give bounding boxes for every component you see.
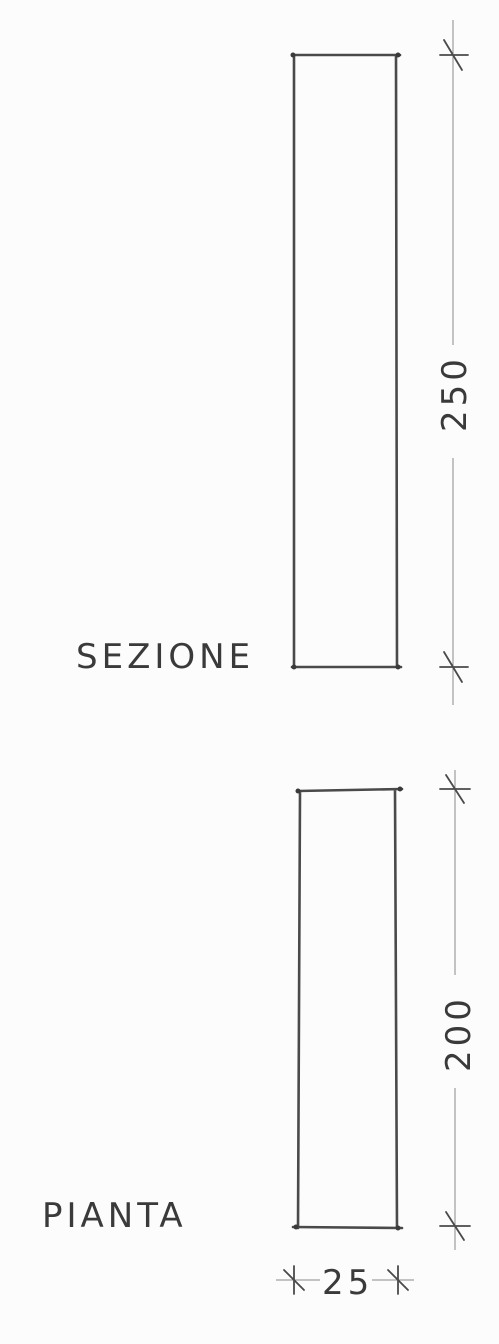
section-height-label: 250 — [435, 355, 475, 432]
section-height-dimension-line — [439, 20, 469, 705]
plan-depth-dimension-line — [439, 770, 471, 1250]
plan-corner-mark — [397, 786, 403, 792]
plan-drawing — [291, 786, 404, 1231]
section-corner-mark — [395, 52, 401, 58]
plan-corner-mark — [293, 1224, 299, 1230]
plan-corner-mark — [295, 788, 301, 794]
dimension-tick-top — [439, 39, 469, 71]
dimension-tick-right — [387, 1265, 409, 1295]
section-corner-mark — [290, 52, 296, 58]
plan-title: PIANTA — [42, 1196, 187, 1236]
section-drawing — [290, 52, 403, 670]
plan-width-dimension-line — [276, 1265, 414, 1295]
section-corner-mark — [291, 664, 297, 670]
plan-depth-label: 200 — [439, 995, 479, 1072]
section-rectangle — [290, 53, 403, 669]
dimension-tick-bottom — [439, 651, 469, 683]
plan-corner-mark — [395, 1225, 401, 1231]
dimension-tick-left — [283, 1265, 305, 1295]
section-title: SEZIONE — [76, 637, 254, 677]
plan-width-label: 25 — [322, 1263, 373, 1303]
dimension-tick-top — [439, 774, 471, 804]
plan-rectangle — [291, 787, 404, 1230]
section-corner-mark — [395, 664, 401, 670]
dimension-tick-bottom — [439, 1211, 471, 1241]
